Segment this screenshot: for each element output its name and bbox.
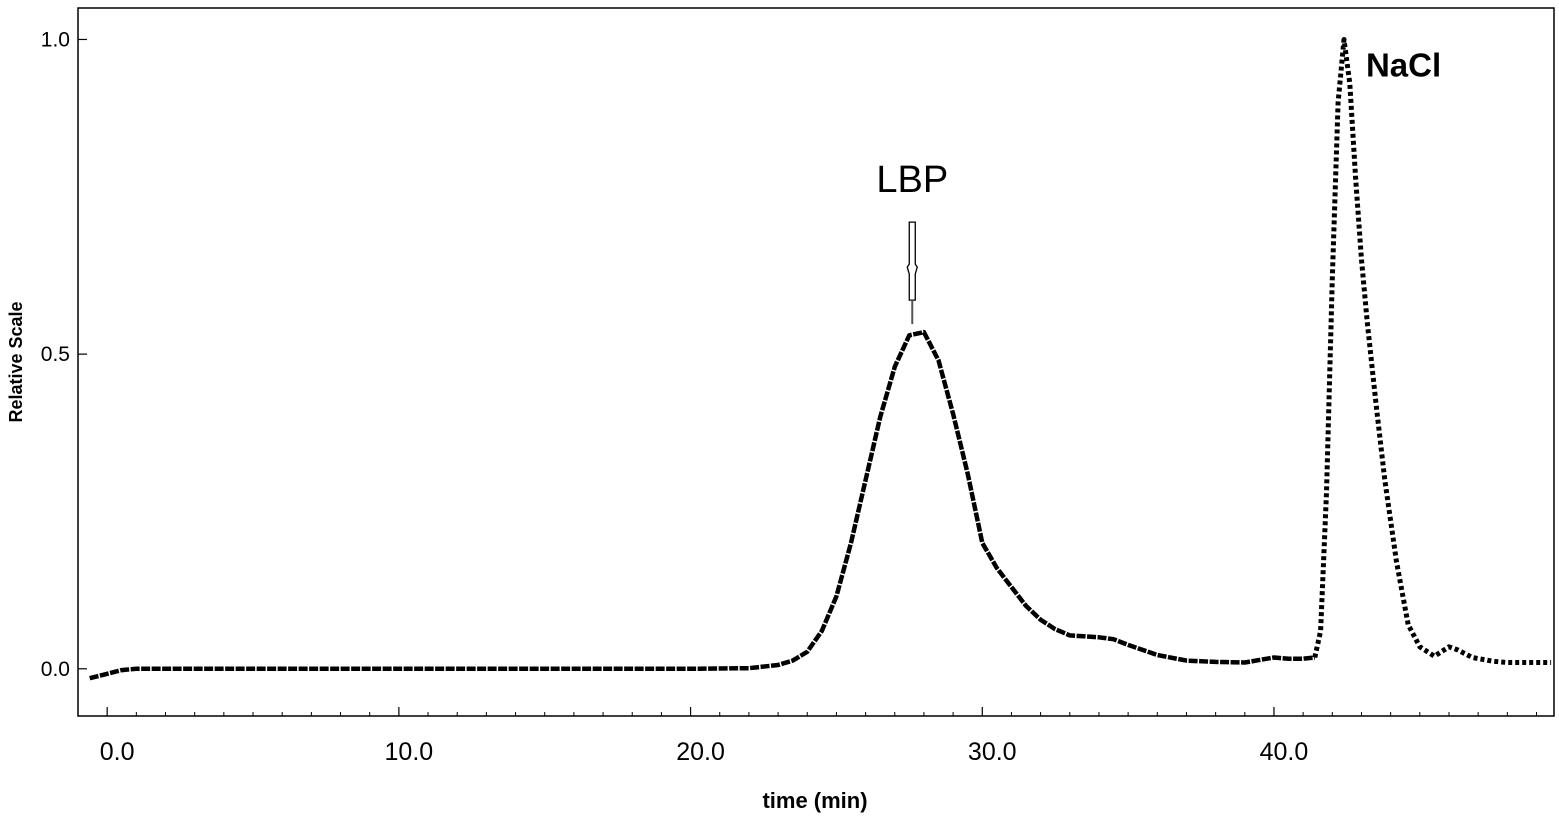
x-tick-labels: 0.0 10.0 20.0 30.0 40.0 xyxy=(100,738,1309,766)
lbp-peak-label: LBP xyxy=(876,159,948,201)
nacl-peak-label: NaCl xyxy=(1366,46,1441,83)
y-tick-labels: 0.0 0.5 1.0 xyxy=(41,28,70,680)
x-tick-label: 20.0 xyxy=(676,738,725,766)
x-axis-title: time (min) xyxy=(762,788,867,813)
annotation-layer: LBP NaCl xyxy=(876,46,1441,325)
x-tick-label: 10.0 xyxy=(385,738,434,766)
y-tick-label: 0.0 xyxy=(41,658,70,681)
x-tick-label: 30.0 xyxy=(968,738,1017,766)
plot-frame xyxy=(77,7,1555,717)
series-line-2 xyxy=(1312,37,1552,665)
lbp-arrow-marker xyxy=(906,221,918,301)
series-layer xyxy=(89,37,1552,681)
major-ticks xyxy=(78,38,1275,716)
y-tick-label: 1.0 xyxy=(41,28,70,51)
minor-ticks xyxy=(77,712,1537,716)
x-tick-label: 40.0 xyxy=(1260,738,1309,766)
y-axis-title: Relative Scale xyxy=(6,301,26,422)
x-tick-label: 0.0 xyxy=(100,738,135,766)
y-tick-label: 0.5 xyxy=(41,343,70,366)
series-line-1 xyxy=(89,329,1316,681)
